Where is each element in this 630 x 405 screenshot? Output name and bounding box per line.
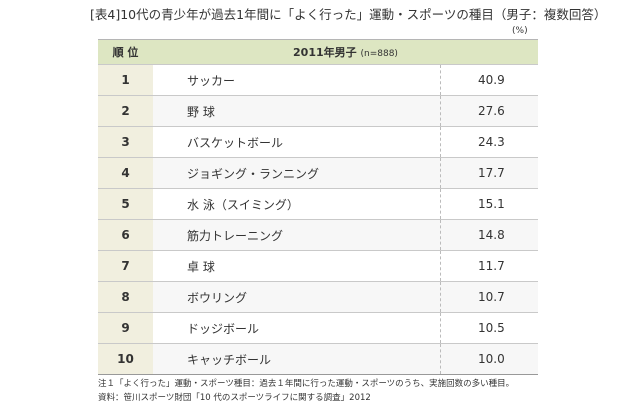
header-row: 順 位 2011年男子 (n=888) xyxy=(98,39,538,65)
table-row: 6 筋力トレーニング 14.8 xyxy=(98,219,538,251)
table-row: 10 キャッチボール 10.0 xyxy=(98,343,538,375)
table-body: 1 サッカー 40.9 2 野 球 27.6 3 バスケットボール 24.3 4 ジョギング・ランニ… xyxy=(98,64,538,375)
ranking-table: 順 位 2011年男子 (n=888) 1 サッカー 40.9 2 野 球 27.6 3 バス… xyxy=(98,39,538,375)
table-row: 1 サッカー 40.9 xyxy=(98,64,538,96)
rank-cell: 5 xyxy=(98,188,153,220)
source: 資料：笹川スポーツ財団「10 代のスポーツライフに関する調査」2012 xyxy=(98,393,371,403)
value-cell: 14.8 xyxy=(440,219,538,251)
sport-cell: 野 球 xyxy=(153,95,441,127)
sport-cell: 卓 球 xyxy=(153,250,441,282)
note: 注１「よく行った」運動・スポーツ種目：過去１年間に行った運動・スポーツのうち、実… xyxy=(98,379,515,389)
column-label: 2011年男子 xyxy=(293,46,357,59)
rank-cell: 7 xyxy=(98,250,153,282)
sport-cell: バスケットボール xyxy=(153,126,441,158)
rank-cell: 1 xyxy=(98,64,153,96)
rank-cell: 10 xyxy=(98,343,153,375)
value-cell: 40.9 xyxy=(440,64,538,96)
value-cell: 24.3 xyxy=(440,126,538,158)
rank-cell: 2 xyxy=(98,95,153,127)
title: [表4]10代の青少年が過去1年間に「よく行った」運動・スポーツの種目（男子：複… xyxy=(90,7,607,22)
value-cell: 10.0 xyxy=(440,343,538,375)
value-cell: 27.6 xyxy=(440,95,538,127)
value-cell: 15.1 xyxy=(440,188,538,220)
table-row: 8 ボウリング 10.7 xyxy=(98,281,538,313)
rank-header: 順 位 xyxy=(98,39,153,65)
rank-cell: 9 xyxy=(98,312,153,344)
value-cell: 11.7 xyxy=(440,250,538,282)
column-header: 2011年男子 (n=888) xyxy=(153,39,538,65)
rank-cell: 3 xyxy=(98,126,153,158)
rank-cell: 4 xyxy=(98,157,153,189)
sport-cell: ジョギング・ランニング xyxy=(153,157,441,189)
sport-cell: ドッジボール xyxy=(153,312,441,344)
value-cell: 10.5 xyxy=(440,312,538,344)
rank-cell: 6 xyxy=(98,219,153,251)
sport-cell: キャッチボール xyxy=(153,343,441,375)
sample-size: (n=888) xyxy=(360,49,398,59)
sport-cell: 水 泳（スイミング） xyxy=(153,188,441,220)
sport-cell: ボウリング xyxy=(153,281,441,313)
value-cell: 17.7 xyxy=(440,157,538,189)
table-row: 4 ジョギング・ランニング 17.7 xyxy=(98,157,538,189)
table-row: 3 バスケットボール 24.3 xyxy=(98,126,538,158)
sport-cell: サッカー xyxy=(153,64,441,96)
sport-cell: 筋力トレーニング xyxy=(153,219,441,251)
value-cell: 10.7 xyxy=(440,281,538,313)
table-row: 9 ドッジボール 10.5 xyxy=(98,312,538,344)
rank-cell: 8 xyxy=(98,281,153,313)
unit: (%) xyxy=(512,26,528,36)
